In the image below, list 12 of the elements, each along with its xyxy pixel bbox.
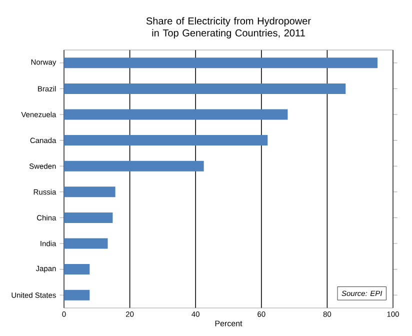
x-axis-title: Percent [215,320,242,326]
bar [64,290,90,300]
bar [64,264,90,275]
bar [64,160,204,172]
bar [64,58,378,68]
chart-title: Share of Electricity from Hydropower in Top Generating Countries, 2011 [146,17,311,38]
bar [64,212,113,223]
bar [64,135,268,146]
bar [64,109,288,120]
bar [64,238,108,249]
bar [64,83,346,94]
bar [64,186,116,198]
